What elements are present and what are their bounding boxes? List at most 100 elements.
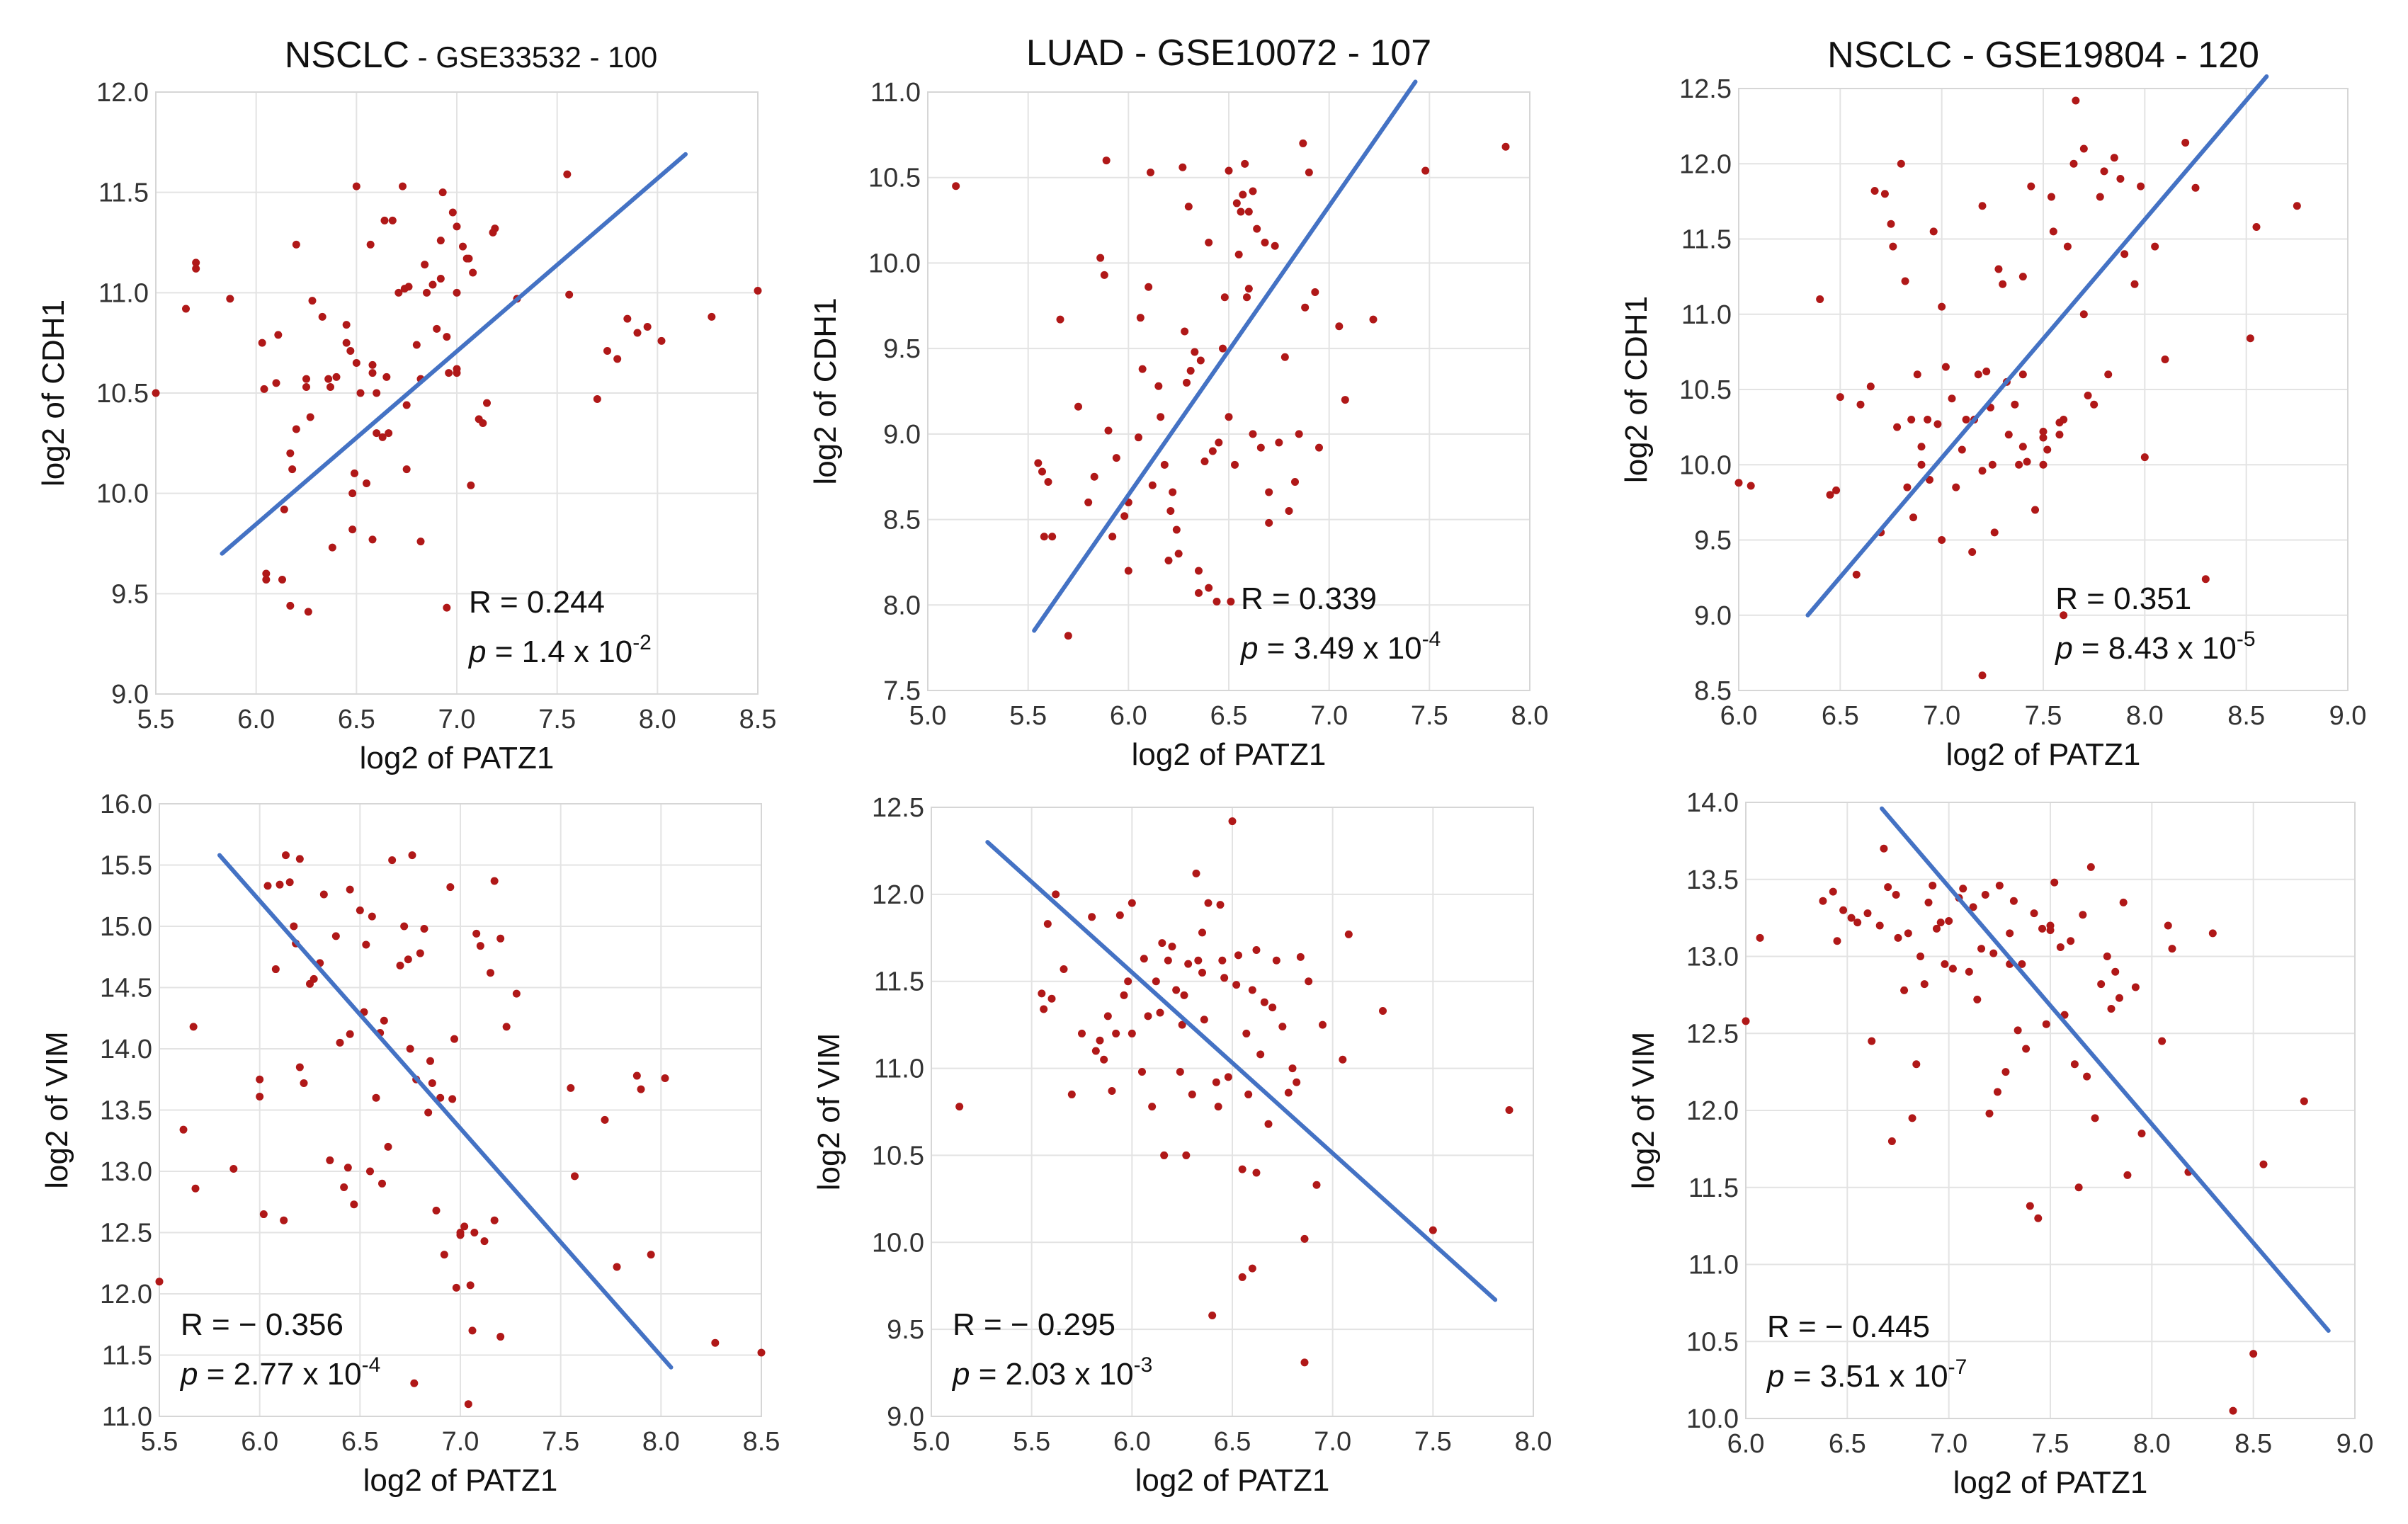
y-tick-label: 11.5	[874, 967, 924, 997]
data-point	[368, 369, 377, 377]
data-point	[502, 1023, 511, 1031]
data-point	[286, 601, 295, 610]
data-point	[384, 1142, 392, 1151]
data-point	[2060, 611, 2068, 620]
data-point	[260, 385, 268, 393]
x-tick-label: 6.0	[1720, 701, 1758, 731]
data-point	[1853, 919, 1862, 927]
y-tick-label: 12.5	[100, 1219, 152, 1249]
data-point	[2097, 980, 2106, 989]
x-tick-label: 7.5	[2032, 1429, 2069, 1459]
data-point	[1244, 1090, 1253, 1098]
y-tick-label: 9.5	[883, 334, 921, 364]
plot-area	[159, 803, 762, 1417]
x-tick-label: 7.5	[542, 1427, 579, 1457]
data-point	[571, 1172, 579, 1181]
data-point	[272, 379, 280, 387]
data-point	[1108, 533, 1117, 541]
data-point	[1836, 393, 1844, 402]
data-point	[1924, 898, 1933, 906]
data-point	[276, 880, 284, 889]
data-point	[1908, 1114, 1916, 1122]
data-point	[1941, 363, 1950, 371]
data-point	[2006, 929, 2014, 938]
x-tick-label: 5.0	[913, 1427, 950, 1457]
data-point	[1148, 1103, 1157, 1111]
data-point	[2300, 1097, 2308, 1105]
chart-title-main: NSCLC	[285, 35, 409, 76]
data-point	[1260, 998, 1268, 1006]
data-point	[1272, 956, 1280, 965]
regression-line	[985, 840, 1498, 1302]
data-point	[496, 934, 505, 943]
data-point	[2014, 1026, 2022, 1035]
data-point	[1228, 817, 1237, 826]
plot-area	[1745, 802, 2356, 1419]
data-point	[1120, 512, 1129, 521]
x-tick-label: 7.0	[1930, 1429, 1967, 1459]
p-value: p = 2.77 x 10-4	[179, 1353, 380, 1392]
data-point	[1909, 513, 1918, 522]
r-value: R = 0.351	[2055, 581, 2191, 616]
data-point	[1214, 1103, 1222, 1111]
data-point	[1300, 1234, 1309, 1243]
y-tick-label: 9.0	[883, 420, 921, 450]
data-point	[1088, 913, 1096, 921]
x-tick-label: 7.5	[538, 705, 576, 734]
x-axis-label: log2 of PATZ1	[1946, 737, 2141, 772]
y-tick-label: 10.5	[96, 379, 149, 409]
data-point	[491, 224, 499, 233]
data-point	[1969, 903, 1977, 911]
data-point	[2090, 400, 2099, 409]
data-point	[380, 216, 389, 224]
x-tick-label: 8.5	[739, 705, 777, 734]
data-point	[1172, 986, 1181, 994]
data-point	[179, 1125, 188, 1134]
data-point	[1305, 168, 1313, 176]
data-point	[1241, 159, 1249, 168]
data-point	[428, 1079, 436, 1087]
data-point	[382, 373, 391, 381]
data-point	[1299, 139, 1307, 147]
y-tick-label: 12.5	[1679, 74, 1732, 104]
data-point	[1421, 166, 1430, 175]
y-tick-label: 9.0	[111, 680, 149, 710]
data-point	[1268, 1003, 1277, 1012]
data-point	[1913, 370, 1921, 379]
data-point	[2103, 952, 2111, 960]
data-point	[490, 1216, 499, 1224]
data-point	[1280, 353, 1289, 361]
y-tick-label: 11.5	[1681, 225, 1732, 255]
data-point	[1904, 929, 1912, 938]
x-tick-label: 7.0	[1310, 701, 1348, 731]
regression-line	[1805, 74, 2269, 618]
data-point	[2131, 983, 2140, 991]
plot-area	[1738, 88, 2349, 691]
data-point	[476, 942, 484, 950]
data-point	[2252, 223, 2261, 231]
data-point	[346, 1030, 354, 1038]
data-point	[2022, 1045, 2031, 1053]
data-point	[1208, 447, 1217, 455]
data-point	[632, 1071, 641, 1080]
x-tick-label: 8.0	[1511, 701, 1549, 731]
data-point	[1040, 1005, 1048, 1013]
data-point	[352, 182, 360, 190]
data-point	[453, 369, 461, 377]
data-point	[378, 1179, 386, 1188]
x-tick-label: 8.0	[2126, 701, 2164, 731]
x-tick-label: 9.0	[2336, 1429, 2374, 1459]
data-point	[2030, 909, 2038, 918]
data-point	[512, 989, 521, 998]
p-mantissa: = 3.51 x 10	[1793, 1359, 1948, 1394]
x-tick-label: 6.0	[237, 705, 275, 734]
data-point	[1168, 943, 1176, 951]
x-axis-label: log2 of PATZ1	[1135, 1463, 1330, 1498]
data-point	[2246, 334, 2254, 343]
data-point	[326, 1156, 334, 1164]
data-point	[2086, 863, 2095, 871]
y-tick-label: 13.5	[100, 1096, 152, 1126]
data-point	[1968, 548, 1977, 556]
data-point	[433, 324, 441, 333]
p-symbol: p	[179, 1357, 207, 1392]
